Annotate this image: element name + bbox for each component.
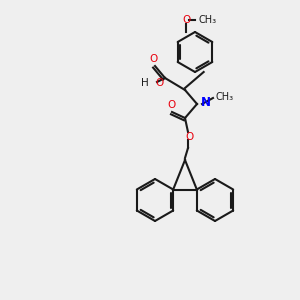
Text: O: O [182,15,190,25]
Text: N: N [201,95,211,109]
Text: O: O [150,54,158,64]
Text: O: O [155,78,163,88]
Text: CH₃: CH₃ [198,15,217,25]
Text: CH₃: CH₃ [216,92,234,102]
Text: O: O [168,100,176,110]
Text: O: O [186,132,194,142]
Text: H: H [141,78,149,88]
